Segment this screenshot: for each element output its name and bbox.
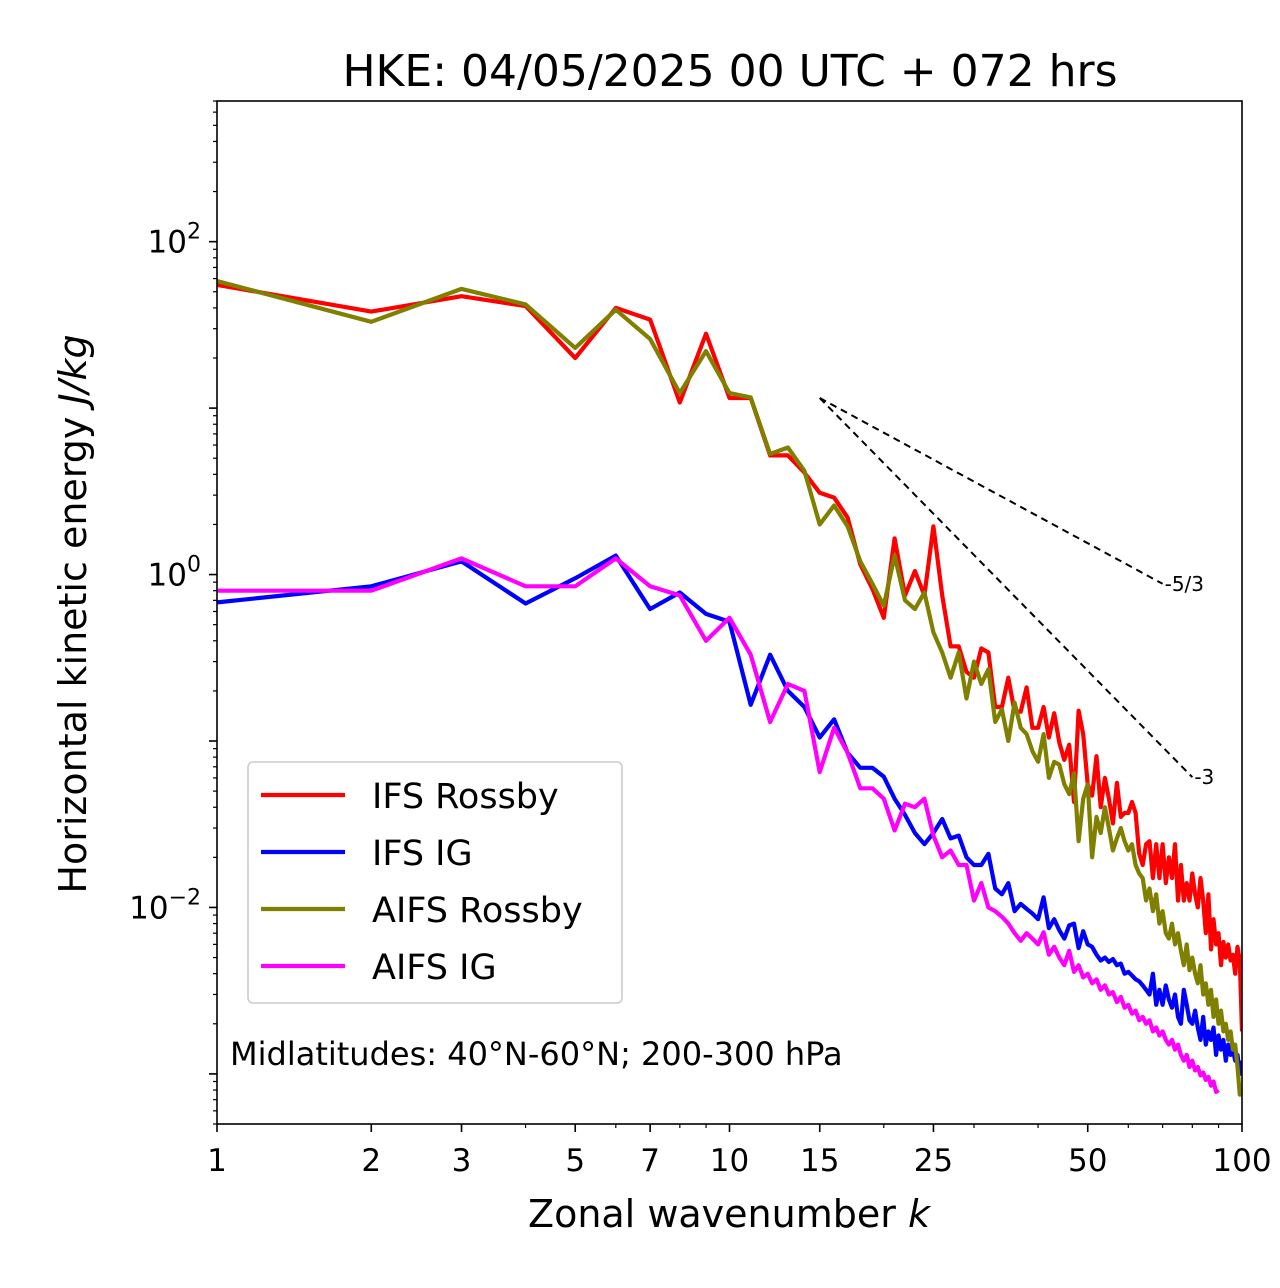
x-tick-label: 15 [800,1143,839,1179]
legend-label: IFS IG [372,834,473,874]
y-tick-label: 100 [148,553,201,594]
y-axis-label-units: J/kg [51,334,95,411]
series-line-ifs-ig [217,553,1242,1077]
y-tick-label: 102 [148,220,201,261]
x-tick-label: 25 [914,1143,953,1179]
y-tick-label: 10−2 [129,885,201,926]
y-axis-ticks: 102 100 10−2 [129,100,217,1125]
x-axis-label-text: Zonal wavenumber [528,1192,896,1236]
chart-title: HKE: 04/05/2025 00 UTC + 072 hrs [342,46,1117,97]
reference-line-1 [819,397,1164,585]
y-axis-label-text: Horizontal kinetic energy [51,417,95,894]
legend-label: AIFS IG [372,948,497,988]
x-tick-label: 10 [710,1143,749,1179]
legend-box [247,761,623,1004]
x-tick-label: 50 [1068,1143,1107,1179]
x-axis-ticks: 1 2 3 5 7 10 15 25 50 100 [207,1124,1272,1179]
x-axis-label: Zonal wavenumber k [528,1192,932,1236]
series-line-aifs-rossby [217,278,1242,1097]
y-axis-label: Horizontal kinetic energy J/kg [51,334,95,893]
legend: IFS Rossby IFS IG AIFS Rossby AIFS IG [247,761,623,1004]
series-line-aifs-ig [217,556,1220,1095]
legend-label: AIFS Rossby [372,891,583,931]
x-tick-label: 2 [361,1143,381,1179]
reference-lines: -5/3 -3 [819,397,1214,789]
x-axis-label-var: k [908,1192,932,1236]
x-tick-label: 5 [565,1143,585,1179]
reference-line-label: -5/3 [1165,572,1204,596]
legend-label: IFS Rossby [372,777,559,817]
series-layer [217,278,1242,1097]
reference-line-2 [819,397,1194,778]
x-tick-label: 3 [452,1143,472,1179]
x-tick-label: 100 [1212,1143,1271,1179]
region-annotation: Midlatitudes: 40°N-60°N; 200-300 hPa [230,1035,843,1073]
reference-line-label: -3 [1194,765,1214,789]
x-tick-label: 7 [640,1143,660,1179]
x-tick-label: 1 [207,1143,227,1179]
